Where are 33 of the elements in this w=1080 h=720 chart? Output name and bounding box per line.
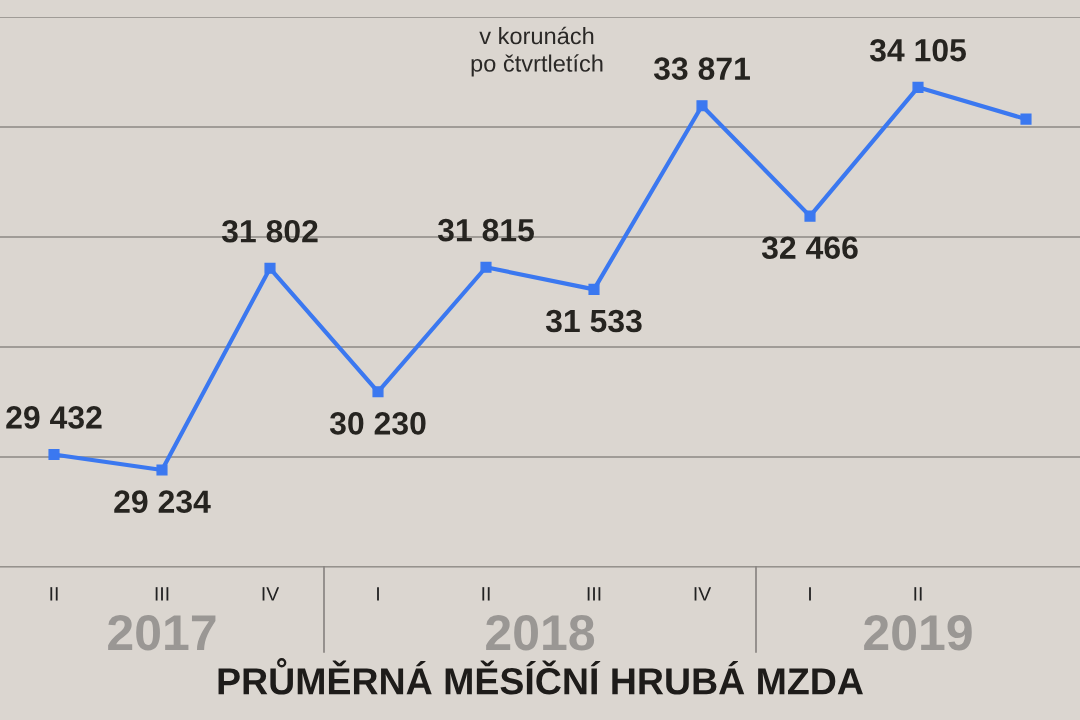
x-tick-label: III (587, 587, 601, 601)
data-label: 32 466 (761, 236, 858, 260)
data-label: 29 432 (6, 406, 102, 429)
x-tick-label: IV (694, 587, 712, 601)
data-label: 31 815 (437, 218, 534, 242)
x-tick-label: III (155, 587, 169, 601)
data-label: 31 533 (545, 309, 642, 333)
point (372, 386, 384, 398)
point (480, 261, 492, 273)
point (264, 262, 276, 274)
x-tick-label: II (50, 587, 58, 601)
text: 2019 (864, 615, 972, 651)
data-label: 34 105 (869, 38, 966, 62)
point (696, 100, 708, 112)
text: v korunách po čtvrtletích (471, 26, 603, 77)
point (804, 210, 816, 222)
text: 2018 (486, 615, 595, 651)
point (156, 464, 168, 476)
data-label: 31 802 (221, 219, 318, 243)
point (48, 448, 60, 461)
x-tick-label: I (809, 587, 811, 601)
data-label: 30 230 (329, 412, 426, 435)
data-label: 33 871 (653, 57, 750, 80)
x-tick-label: IV (262, 587, 280, 601)
point (1020, 113, 1032, 125)
text: 2017 (108, 615, 216, 651)
x-tick-label: II (482, 587, 490, 601)
x-tick-label: I (377, 587, 379, 601)
point (588, 283, 600, 295)
text: PRŮMĚRNÁ MĚSÍČNÍ HRUBÁ MZDA (218, 658, 863, 695)
x-tick-label: II (914, 587, 922, 601)
point (912, 81, 924, 93)
data-label: 29 234 (114, 490, 211, 513)
